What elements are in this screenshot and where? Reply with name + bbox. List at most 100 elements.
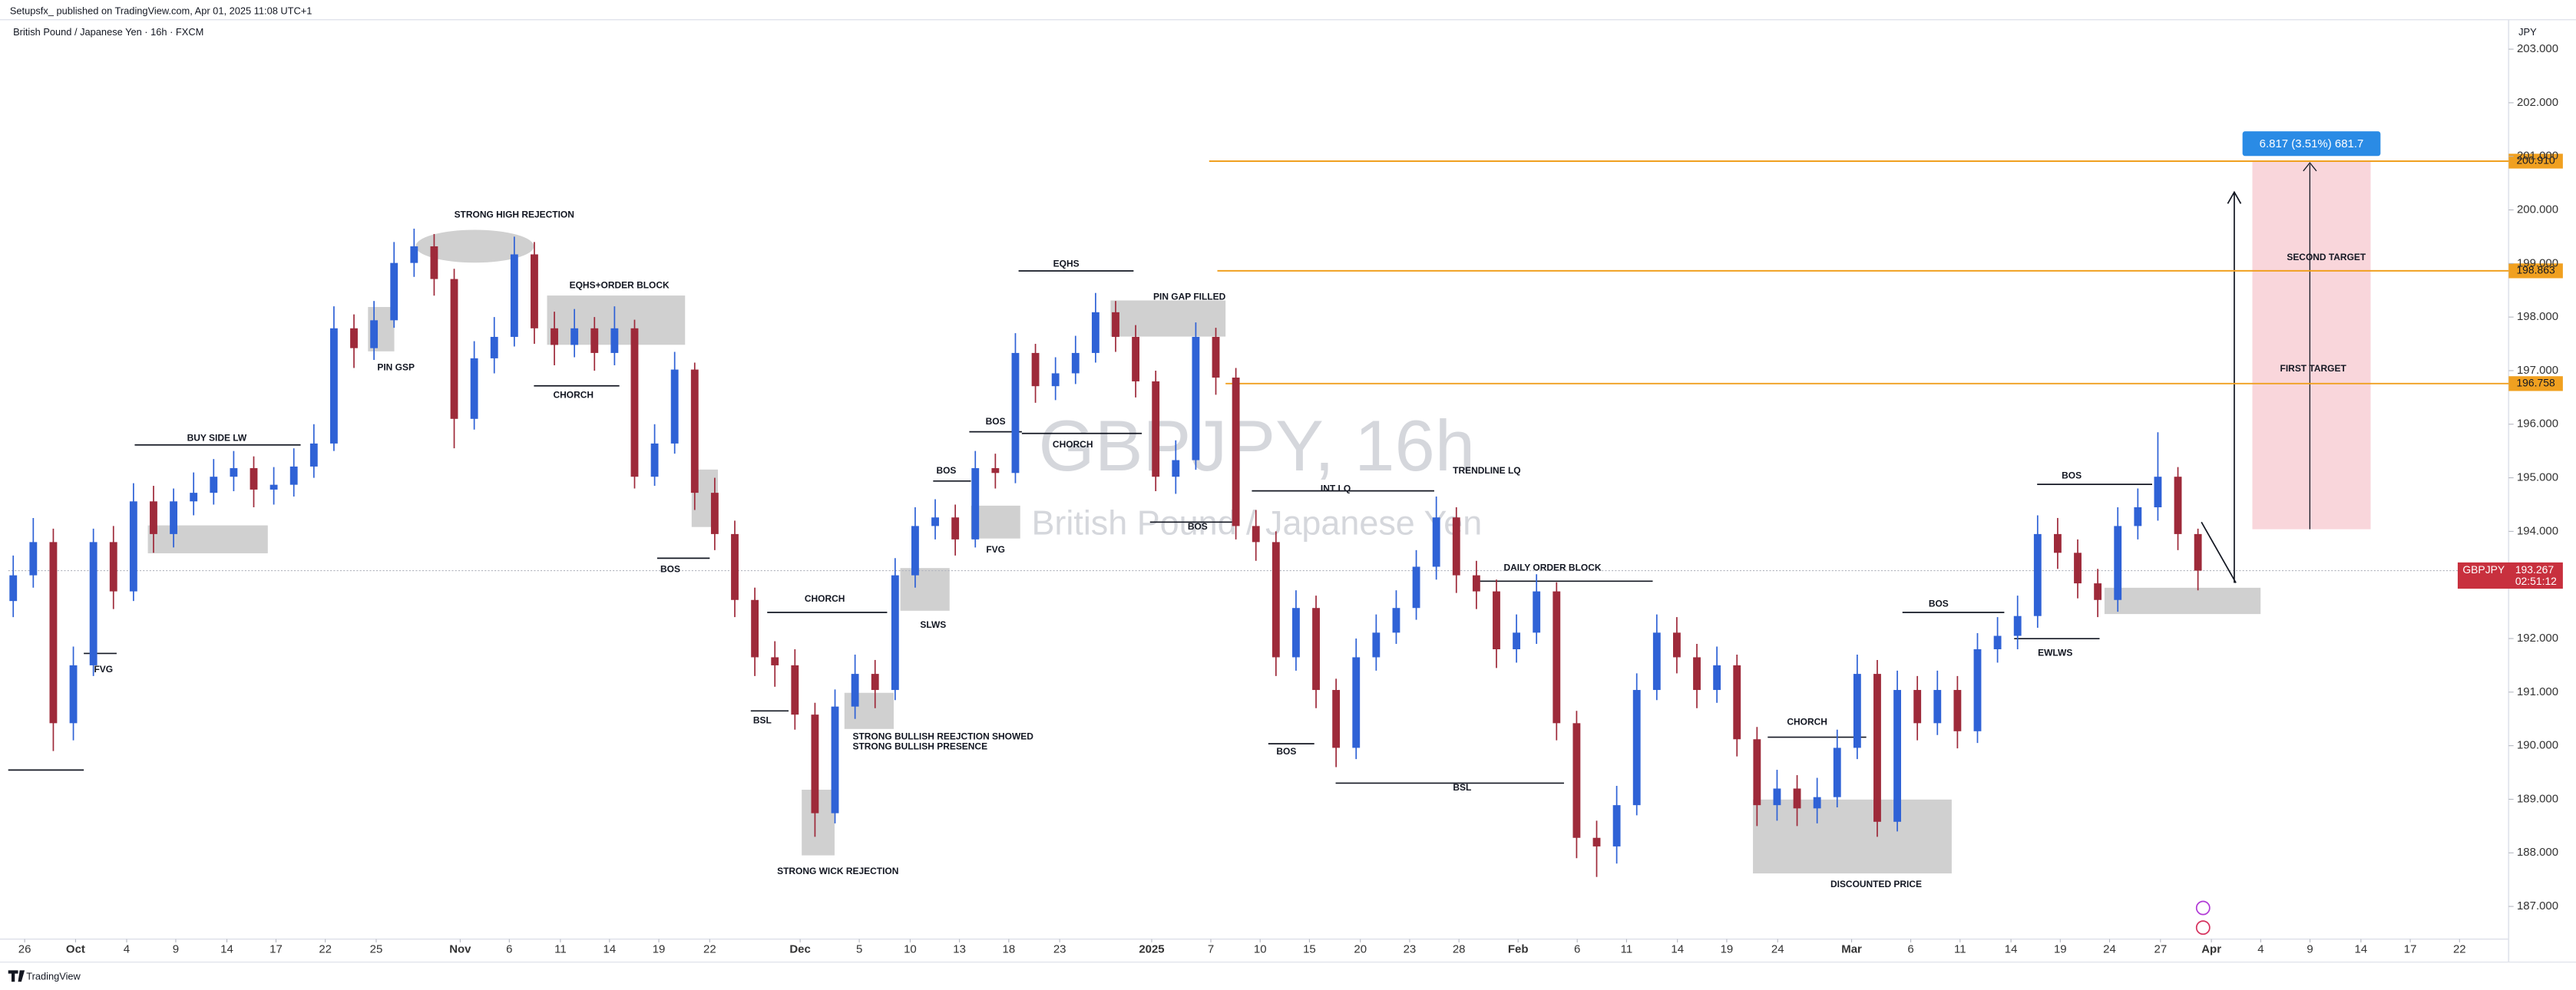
candle-body xyxy=(2114,526,2122,600)
candle-body xyxy=(2154,477,2162,507)
zone-box xyxy=(1110,300,1226,337)
zone-box xyxy=(900,568,950,611)
arrow-head xyxy=(2303,162,2317,172)
candle-body xyxy=(170,501,177,534)
candle-body xyxy=(2053,533,2062,553)
candle-body xyxy=(150,501,157,534)
candle-body xyxy=(1132,336,1140,381)
candle-body xyxy=(1432,517,1440,567)
candle-body xyxy=(731,533,739,600)
currency-label: JPY xyxy=(2518,26,2537,38)
position-label-box xyxy=(2242,131,2381,157)
x-tick-label: 24 xyxy=(1771,943,1784,956)
event-icon[interactable] xyxy=(2195,900,2211,916)
level-tag-label: 198.863 xyxy=(2516,264,2555,276)
watermark: GBPJPY, 16h xyxy=(1039,405,1476,486)
chart-annotation: BSL xyxy=(753,714,772,725)
candle-body xyxy=(2174,477,2182,534)
candle-body xyxy=(450,279,458,419)
candle-body xyxy=(29,542,38,576)
candle-body xyxy=(69,665,78,724)
candle-body xyxy=(1212,336,1220,378)
candle-body xyxy=(1973,648,1982,731)
zone-box xyxy=(1753,799,1952,874)
y-tick-label: 203.000 xyxy=(2517,42,2558,55)
x-tick-label: Feb xyxy=(1508,943,1529,956)
chart-annotation: FVG xyxy=(94,664,113,675)
chart-annotation: BOS xyxy=(986,416,1006,427)
candle-body xyxy=(1452,517,1460,576)
tradingview-logo xyxy=(8,970,25,982)
candle-body xyxy=(1993,635,2002,649)
candle-body xyxy=(811,714,819,813)
x-tick-label: 11 xyxy=(554,943,567,956)
candle-body xyxy=(1953,690,1962,731)
last-price-value: 193.267 xyxy=(2515,563,2554,576)
candle-body xyxy=(1612,805,1621,846)
x-tick-label: 6 xyxy=(1574,943,1580,956)
level-tag-label: 200.910 xyxy=(2516,154,2555,167)
x-tick-label: 14 xyxy=(2355,943,2368,956)
candle-body xyxy=(1011,352,1020,474)
candle-body xyxy=(1553,591,1561,724)
x-tick-label: 5 xyxy=(856,943,862,956)
candle-body xyxy=(1933,690,1942,724)
candle-body xyxy=(1112,312,1119,337)
x-tick-label: 23 xyxy=(1404,943,1417,956)
x-tick-label: 15 xyxy=(1303,943,1316,956)
chart-annotation: DISCOUNTED PRICE xyxy=(1830,879,1922,889)
candle-body xyxy=(871,674,879,691)
chart-annotation: PIN GAP FILLED xyxy=(1153,291,1226,302)
candle-body xyxy=(1292,608,1300,658)
zone-box xyxy=(147,525,268,553)
x-tick-label: Dec xyxy=(789,943,810,956)
chart-annotation: BOS xyxy=(1276,746,1296,757)
x-tick-label: 4 xyxy=(2257,943,2264,956)
publisher-line: Setupsfx_ published on TradingView.com, … xyxy=(10,5,312,16)
candle-body xyxy=(710,493,719,534)
candle-body xyxy=(971,468,980,540)
candle-body xyxy=(1853,674,1861,748)
target-label: FIRST TARGET xyxy=(2280,363,2347,374)
candle-body xyxy=(1893,690,1901,822)
candle-body xyxy=(891,575,899,691)
x-tick-label: 14 xyxy=(220,943,233,956)
x-tick-label: 14 xyxy=(603,943,617,956)
candle-body xyxy=(309,443,318,467)
candle-body xyxy=(1513,632,1521,649)
candle-body xyxy=(350,328,358,348)
candle-body xyxy=(1172,460,1180,477)
candle-body xyxy=(991,468,1000,474)
y-tick-label: 201.000 xyxy=(2517,150,2558,163)
candle-body xyxy=(1652,632,1661,691)
candle-body xyxy=(771,657,779,665)
candle-body xyxy=(390,262,398,321)
projection-arrow xyxy=(2201,190,2242,583)
candle-body xyxy=(1693,657,1701,691)
event-icon[interactable] xyxy=(2195,920,2211,936)
x-tick-label: 19 xyxy=(653,943,666,956)
candle-body xyxy=(289,466,298,485)
candle-body xyxy=(610,328,619,353)
candle-body xyxy=(1232,378,1240,526)
candle-body xyxy=(2194,533,2202,571)
chart-annotation: STRONG BULLISH REEJCTION SHOWED xyxy=(852,731,1033,742)
last-price-symbol: GBPJPY xyxy=(2462,563,2505,576)
chart-annotation: BUY SIDE LW xyxy=(187,432,247,443)
candle-body xyxy=(1332,690,1341,748)
candle-body xyxy=(650,443,659,477)
x-tick-label: 4 xyxy=(124,943,130,956)
x-tick-label: 20 xyxy=(1354,943,1367,956)
x-tick-label: Oct xyxy=(66,943,85,956)
x-tick-label: 6 xyxy=(506,943,512,956)
candle-body xyxy=(791,665,799,715)
candle-body xyxy=(430,246,438,279)
y-tick-label: 194.000 xyxy=(2517,524,2558,537)
candle-body xyxy=(1252,526,1260,543)
candle-body xyxy=(2134,507,2142,526)
level-tag-label: 196.758 xyxy=(2516,377,2555,389)
x-tick-label: 27 xyxy=(2154,943,2168,956)
candle-body xyxy=(1673,632,1681,658)
y-tick-label: 199.000 xyxy=(2517,256,2558,269)
candle-body xyxy=(851,674,859,707)
